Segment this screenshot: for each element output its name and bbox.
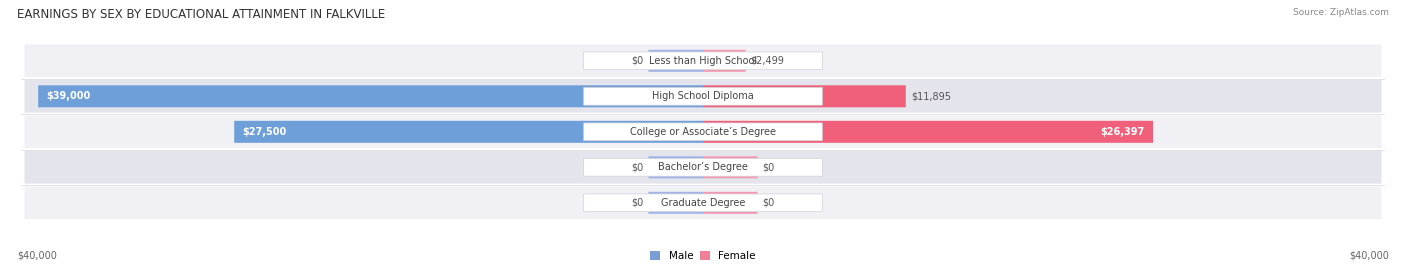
FancyBboxPatch shape [703, 192, 758, 214]
FancyBboxPatch shape [703, 156, 758, 178]
FancyBboxPatch shape [703, 121, 1153, 143]
Legend: Male, Female: Male, Female [645, 246, 761, 265]
Text: $11,895: $11,895 [911, 91, 950, 101]
FancyBboxPatch shape [24, 44, 1382, 77]
Text: Graduate Degree: Graduate Degree [661, 198, 745, 208]
Text: $0: $0 [631, 162, 644, 172]
FancyBboxPatch shape [648, 156, 703, 178]
Text: $27,500: $27,500 [243, 127, 287, 137]
Text: $40,000: $40,000 [17, 251, 56, 261]
FancyBboxPatch shape [235, 121, 703, 143]
Text: $0: $0 [762, 198, 775, 208]
Text: Bachelor’s Degree: Bachelor’s Degree [658, 162, 748, 172]
Text: $39,000: $39,000 [46, 91, 91, 101]
FancyBboxPatch shape [703, 50, 745, 72]
Text: Source: ZipAtlas.com: Source: ZipAtlas.com [1294, 8, 1389, 17]
FancyBboxPatch shape [24, 151, 1382, 184]
FancyBboxPatch shape [38, 85, 703, 107]
Text: $2,499: $2,499 [751, 56, 785, 66]
Text: High School Diploma: High School Diploma [652, 91, 754, 101]
FancyBboxPatch shape [648, 192, 703, 214]
Text: $26,397: $26,397 [1101, 127, 1144, 137]
FancyBboxPatch shape [583, 194, 823, 212]
Text: $0: $0 [762, 162, 775, 172]
Text: $40,000: $40,000 [1350, 251, 1389, 261]
Text: EARNINGS BY SEX BY EDUCATIONAL ATTAINMENT IN FALKVILLE: EARNINGS BY SEX BY EDUCATIONAL ATTAINMEN… [17, 8, 385, 21]
Text: $0: $0 [631, 56, 644, 66]
Text: College or Associate’s Degree: College or Associate’s Degree [630, 127, 776, 137]
FancyBboxPatch shape [583, 158, 823, 176]
FancyBboxPatch shape [703, 85, 905, 107]
FancyBboxPatch shape [583, 123, 823, 141]
FancyBboxPatch shape [24, 80, 1382, 113]
FancyBboxPatch shape [583, 87, 823, 105]
FancyBboxPatch shape [24, 115, 1382, 148]
FancyBboxPatch shape [24, 186, 1382, 219]
Text: Less than High School: Less than High School [650, 56, 756, 66]
FancyBboxPatch shape [648, 50, 703, 72]
FancyBboxPatch shape [583, 52, 823, 70]
Text: $0: $0 [631, 198, 644, 208]
